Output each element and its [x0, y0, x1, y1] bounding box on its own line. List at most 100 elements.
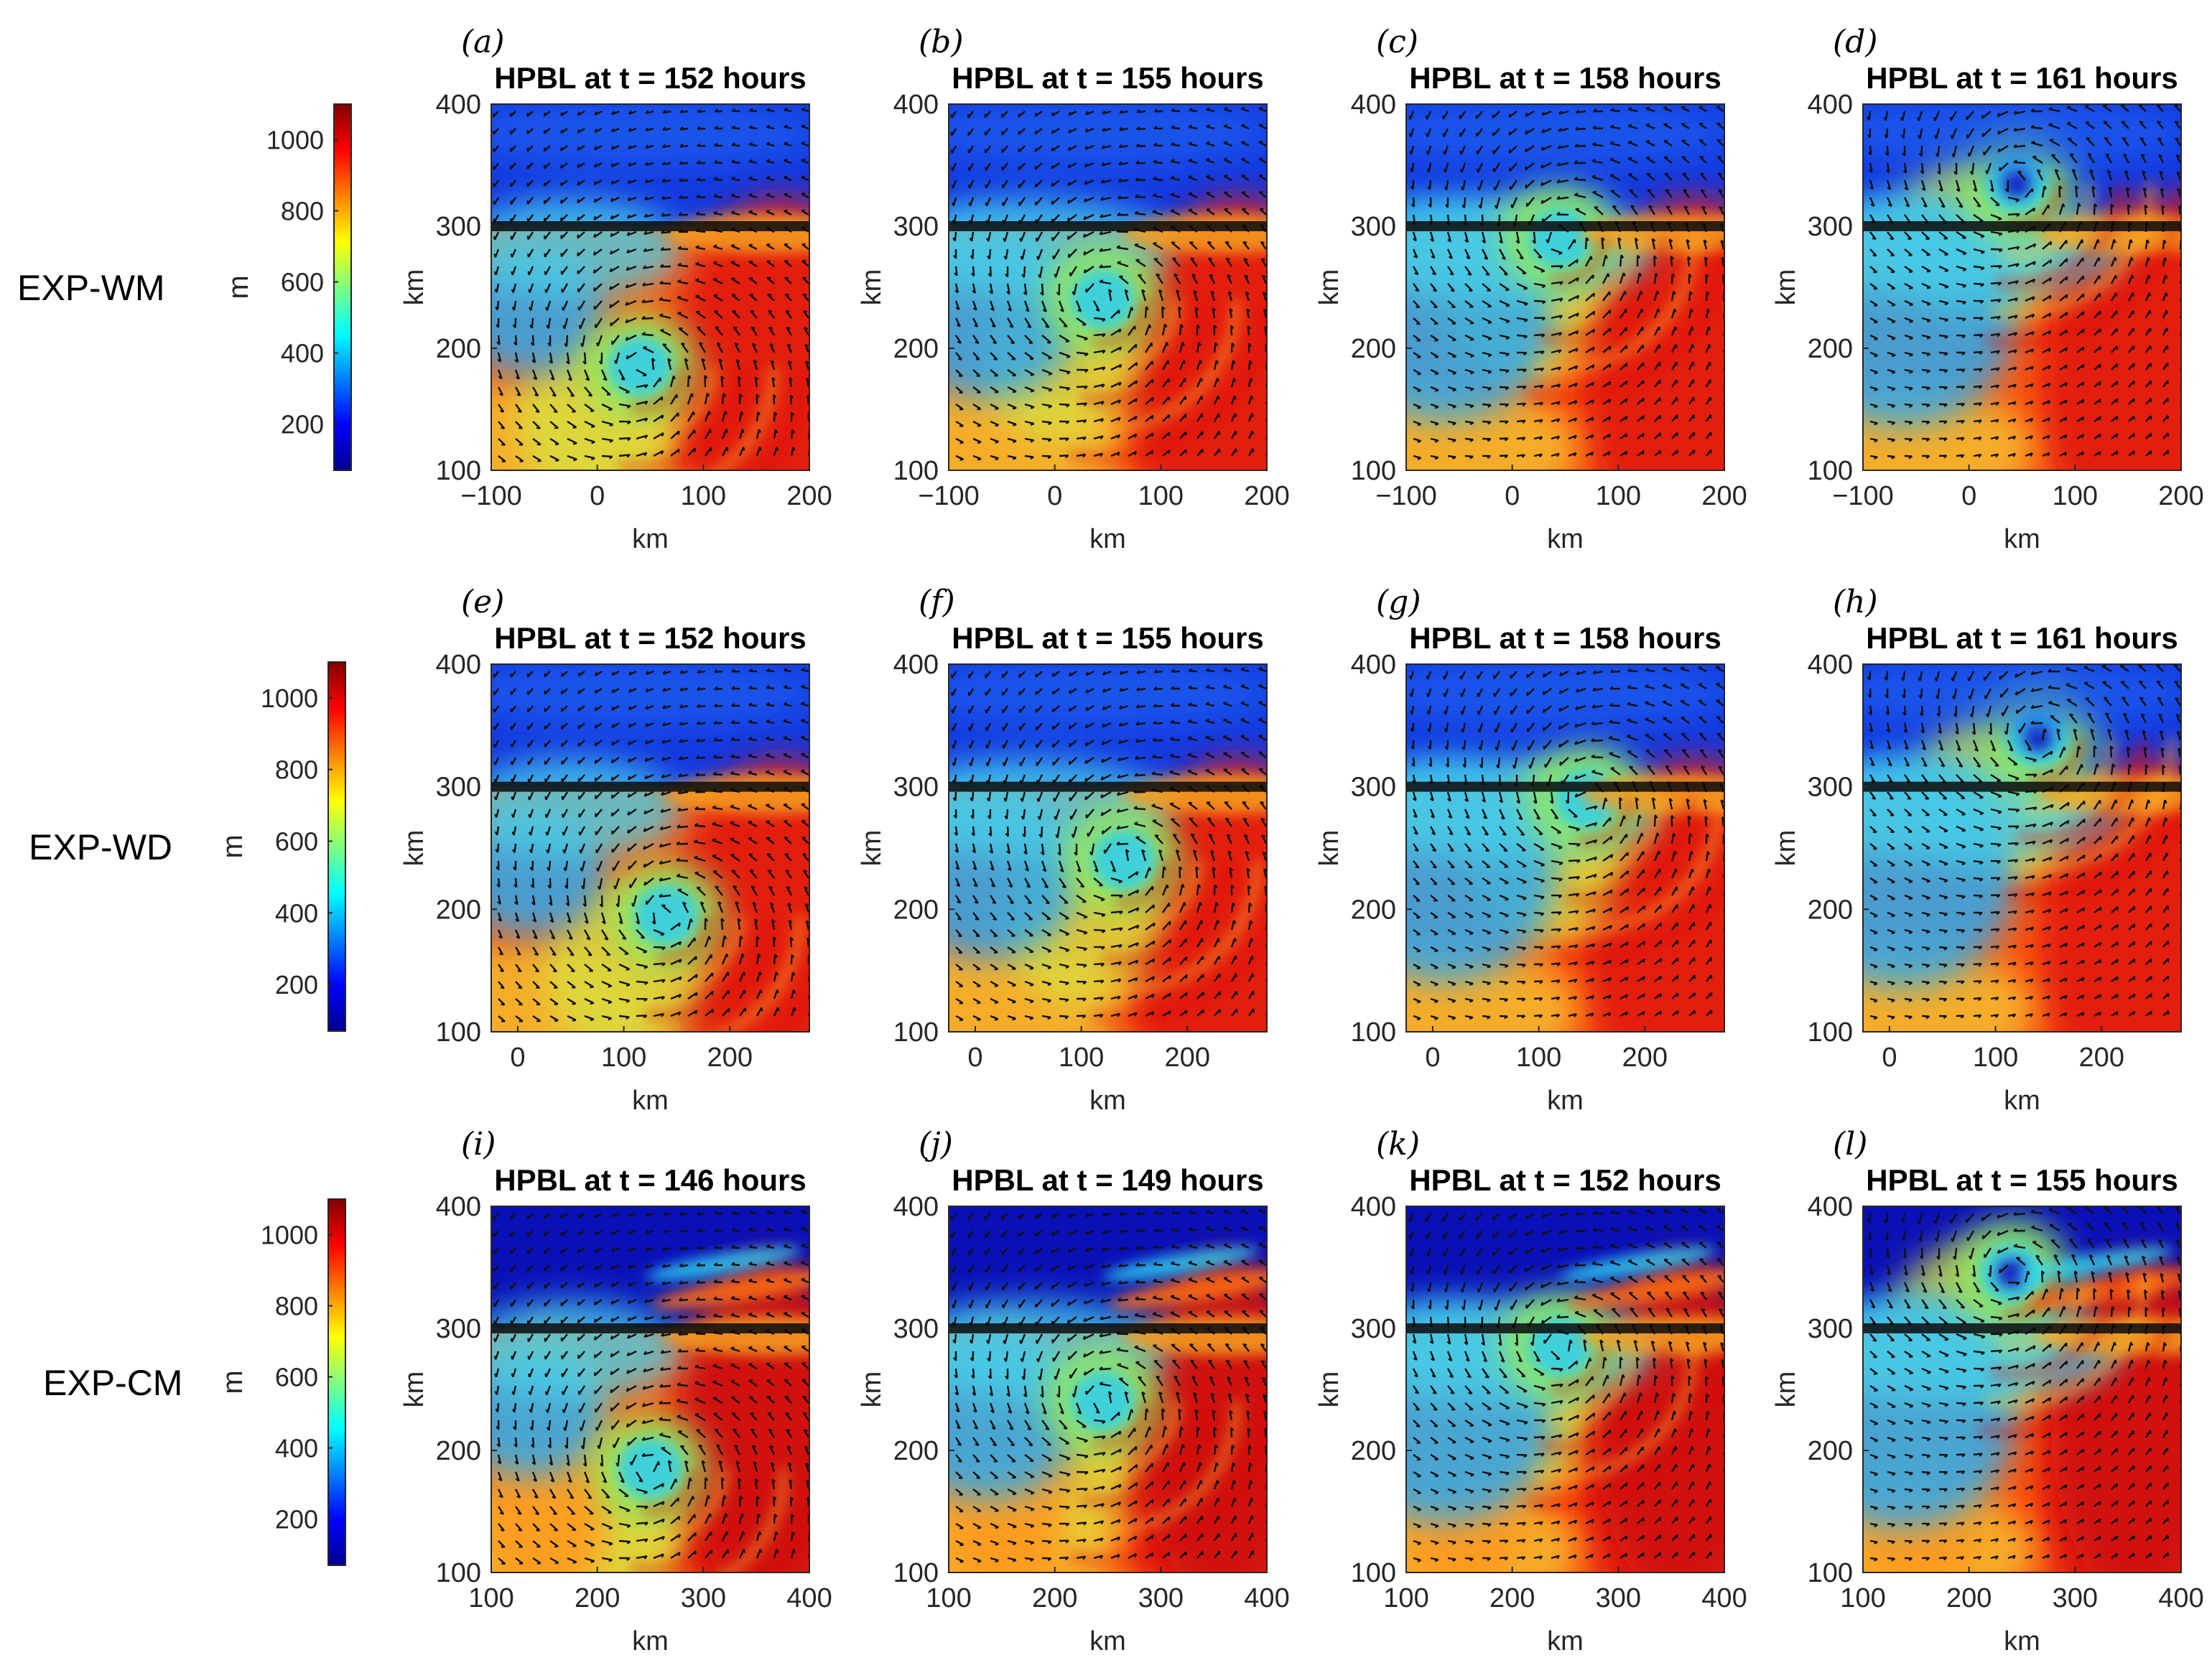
- y-tick-label: 100: [893, 1017, 939, 1048]
- y-tick-label: 400: [436, 1192, 481, 1222]
- y-tick-label: 200: [436, 1436, 481, 1466]
- y-tick-label: 300: [1351, 1314, 1396, 1344]
- x-tick-label: 100: [468, 1583, 514, 1613]
- axes-frame: [1862, 1206, 2182, 1573]
- panel-i: 100 200 300 400 100 200 300 400 km km HPBL at t = …: [399, 1126, 832, 1656]
- y-tick-label: 400: [1808, 650, 1853, 680]
- wind-vectors: [950, 106, 1267, 461]
- colorbar-tick-label: 1000: [261, 1221, 318, 1250]
- x-axis-label: km: [1547, 1086, 1584, 1116]
- y-axis-label: km: [857, 269, 887, 306]
- panel-letter: (k): [1376, 1126, 1420, 1162]
- y-tick-label: 400: [1808, 90, 1853, 120]
- y-tick-label: 400: [1351, 650, 1396, 680]
- y-tick-label: 200: [1808, 1436, 1853, 1466]
- panel-f: 0 100 200 100 200 300 400 km km HPBL at t = 155 h…: [857, 584, 1268, 1116]
- panel-letter: (e): [461, 584, 504, 620]
- y-tick-label: 100: [1351, 1017, 1396, 1048]
- panel-h: 0 100 200 100 200 300 400 km km HPBL at t = 161 h…: [1771, 584, 2182, 1116]
- panel-k: 100 200 300 400 100 200 300 400 km km HPBL at t = …: [1314, 1126, 1747, 1656]
- y-tick-label: 200: [893, 334, 939, 364]
- coastline: [949, 1323, 1267, 1333]
- panel-letter: (j): [919, 1126, 953, 1162]
- coastline: [1406, 221, 1724, 231]
- x-axis-label: km: [632, 1626, 669, 1656]
- wind-vectors: [1408, 1208, 1724, 1562]
- panel-letter: (i): [461, 1126, 496, 1162]
- experiment-label: EXP-WM: [17, 268, 165, 308]
- y-tick-label: 300: [1808, 212, 1853, 242]
- x-tick-label: 0: [1047, 481, 1062, 511]
- panel-title: HPBL at t = 161 hours: [1866, 61, 2178, 95]
- y-tick-label: 400: [436, 90, 481, 120]
- x-tick-label: 0: [1425, 1043, 1440, 1073]
- x-tick-label: 100: [601, 1043, 646, 1073]
- x-axis-label: km: [632, 1086, 669, 1116]
- x-tick-label: 200: [786, 481, 832, 511]
- y-tick-label: 400: [1808, 1192, 1853, 1222]
- panel-title: HPBL at t = 152 hours: [494, 61, 807, 95]
- x-tick-label: 400: [786, 1583, 832, 1613]
- colorbar-tick-label: 200: [281, 410, 324, 439]
- x-tick-label: 200: [1701, 481, 1747, 511]
- y-tick-label: 100: [436, 456, 481, 486]
- panel-letter: (d): [1833, 24, 1878, 60]
- coastline: [1863, 1323, 2181, 1333]
- y-tick-label: 400: [893, 1192, 939, 1222]
- panel-letter: (h): [1833, 584, 1878, 620]
- x-tick-label: 100: [1138, 481, 1184, 511]
- panel-title: HPBL at t = 161 hours: [1866, 621, 2178, 655]
- colorbar-3: 200 400 600 800 1000 m EXP-CM: [43, 1198, 346, 1566]
- x-tick-label: 0: [1961, 481, 1976, 511]
- y-tick-label: 300: [436, 773, 481, 803]
- x-tick-label: 0: [590, 481, 605, 511]
- x-axis-label: km: [2004, 1086, 2040, 1116]
- panel-letter: (b): [919, 24, 964, 60]
- colorbar-tick-label: 400: [275, 898, 318, 928]
- x-tick-label: 100: [1840, 1583, 1885, 1613]
- x-axis-label: km: [1547, 1626, 1584, 1656]
- x-tick-label: 0: [1882, 1043, 1897, 1073]
- panel-title: HPBL at t = 152 hours: [494, 621, 807, 655]
- wind-vectors: [1867, 1206, 2181, 1562]
- axes-frame: [948, 1206, 1268, 1573]
- coastline: [491, 1323, 809, 1333]
- y-tick-label: 200: [1351, 895, 1396, 925]
- panel-title: HPBL at t = 149 hours: [952, 1163, 1264, 1197]
- axes-frame: [491, 663, 810, 1033]
- y-axis-label: km: [1314, 269, 1344, 306]
- x-tick-label: 400: [2158, 1583, 2203, 1613]
- panel-l: 100 200 300 400 100 200 300 400 km km HPBL at t = …: [1771, 1126, 2204, 1656]
- x-tick-label: 100: [1059, 1043, 1104, 1073]
- axes-frame: [948, 663, 1268, 1033]
- y-axis-label: km: [1314, 1371, 1344, 1408]
- x-tick-label: −100: [918, 481, 980, 511]
- panel-a: −100 0 100 200 100 200 300 400 km km HPBL at t = 1…: [399, 24, 832, 554]
- y-tick-label: 100: [436, 1017, 481, 1048]
- wind-vectors: [1866, 104, 2181, 460]
- colorbar-unit-label: m: [223, 275, 254, 299]
- y-tick-label: 400: [893, 90, 939, 120]
- y-tick-label: 300: [893, 1314, 939, 1344]
- x-tick-label: 0: [510, 1043, 525, 1073]
- x-tick-label: 0: [1505, 481, 1520, 511]
- y-tick-label: 400: [436, 650, 481, 680]
- coastline: [491, 781, 809, 792]
- wind-vectors: [950, 1208, 1267, 1563]
- x-tick-label: 100: [926, 1583, 971, 1613]
- x-tick-label: 200: [1244, 481, 1289, 511]
- y-tick-label: 200: [436, 334, 481, 364]
- colorbar-gradient: [333, 103, 352, 471]
- y-tick-label: 400: [1351, 90, 1396, 120]
- coastline: [1863, 781, 2181, 792]
- x-axis-label: km: [2004, 1626, 2040, 1656]
- x-tick-label: 200: [2079, 1043, 2124, 1073]
- x-tick-label: 100: [1516, 1043, 1561, 1073]
- y-tick-label: 300: [436, 212, 481, 242]
- hpbl-field: [1406, 1206, 1724, 1572]
- y-tick-label: 100: [1351, 456, 1396, 486]
- wind-vectors: [493, 1209, 809, 1565]
- y-tick-label: 100: [893, 456, 939, 486]
- colorbar-2: 200 400 600 800 1000 m EXP-WD: [29, 661, 346, 1032]
- y-tick-label: 100: [893, 1558, 939, 1588]
